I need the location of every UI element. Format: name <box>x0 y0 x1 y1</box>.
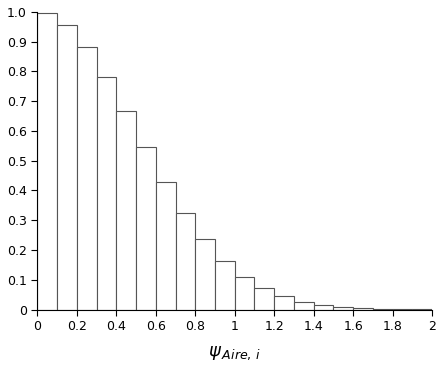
Bar <box>37 13 57 310</box>
Bar <box>57 25 77 310</box>
Bar <box>274 296 294 310</box>
Bar <box>373 309 392 310</box>
Bar <box>77 47 97 310</box>
Bar <box>254 289 274 310</box>
Bar <box>195 239 215 310</box>
Bar <box>235 277 254 310</box>
Bar <box>314 305 334 310</box>
Bar <box>97 77 117 310</box>
Bar <box>353 308 373 310</box>
X-axis label: $\psi_{\,\mathit{Aire},\,i}$: $\psi_{\,\mathit{Aire},\,i}$ <box>208 344 261 362</box>
Bar <box>334 307 353 310</box>
Bar <box>156 182 175 310</box>
Bar <box>117 111 136 310</box>
Bar <box>215 261 235 310</box>
Bar <box>175 213 195 310</box>
Bar <box>136 147 156 310</box>
Bar <box>294 302 314 310</box>
